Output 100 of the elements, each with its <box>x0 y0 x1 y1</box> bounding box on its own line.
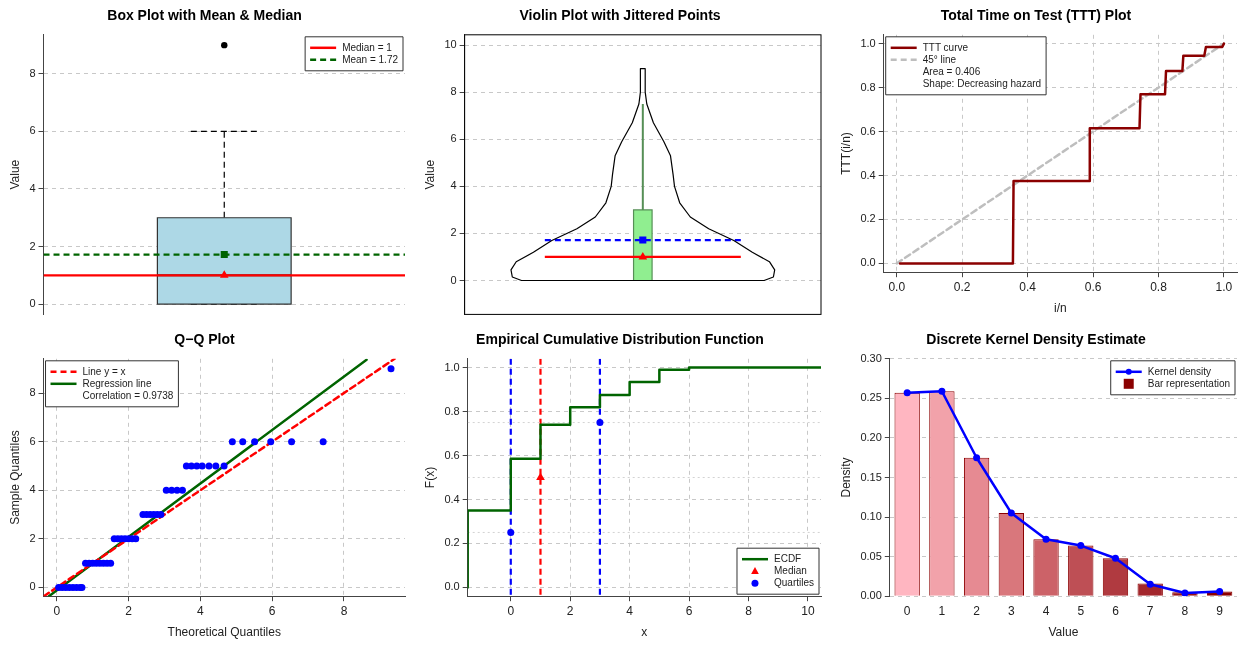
legend-label: Kernel density <box>1147 365 1212 377</box>
y-tick-label: 0 <box>29 580 36 593</box>
x-tick-label: 0.6 <box>1084 279 1102 294</box>
x-tick-label: 7 <box>1146 603 1154 618</box>
point <box>220 462 228 470</box>
x-tick-label: 2 <box>973 603 981 618</box>
y-tick-label: 0.00 <box>860 589 882 602</box>
x-tick-label: 3 <box>1007 603 1015 618</box>
y-tick-label: 8 <box>29 66 36 79</box>
x-tick-label: 0 <box>507 603 515 618</box>
legend-label: Mean = 1.72 <box>342 53 399 65</box>
legend-label: Median = 1 <box>342 41 393 53</box>
y-tick-label: 0.4 <box>444 492 460 505</box>
x-tick-label: 8 <box>340 603 348 618</box>
y-tick-label: 0.05 <box>860 549 882 562</box>
point <box>132 535 140 543</box>
y-tick-label: 4 <box>29 182 36 195</box>
chart-title: Empirical Cumulative Distribution Function <box>476 331 764 348</box>
point <box>507 528 515 536</box>
y-tick-label: 0.6 <box>444 448 460 461</box>
y-tick-label: 0.4 <box>860 168 876 181</box>
point <box>1077 542 1085 550</box>
y-tick-label: 8 <box>450 85 457 98</box>
point <box>228 438 236 446</box>
x-tick-label: 1.0 <box>1215 279 1233 294</box>
legend-label: TTT curve <box>922 41 969 53</box>
annotation: Area = 0.406 <box>922 65 981 77</box>
y-tick-label: 2 <box>450 226 457 239</box>
chart-title: Q−Q Plot <box>174 331 235 348</box>
point <box>198 462 206 470</box>
y-tick-label: 0.8 <box>860 80 876 93</box>
y-axis-title: Sample Quantiles <box>7 430 22 525</box>
x-tick-label: 6 <box>268 603 276 618</box>
point <box>288 438 296 446</box>
point <box>107 559 115 567</box>
y-tick-label: 0.15 <box>860 470 882 483</box>
x-tick-label: 10 <box>801 603 815 618</box>
x-tick-label: 6 <box>1112 603 1120 618</box>
point <box>536 472 545 480</box>
x-tick-label: 0.0 <box>888 279 906 294</box>
x-tick-label: 2 <box>125 603 133 618</box>
chart-title: Total Time on Test (TTT) Plot <box>940 7 1132 24</box>
x-axis-title: Value <box>1048 625 1079 640</box>
point <box>178 486 186 494</box>
x-axis-title: i/n <box>1054 301 1067 316</box>
y-tick-label: 0.8 <box>444 404 460 417</box>
y-tick-label: 4 <box>450 179 457 192</box>
chart-title: Box Plot with Mean & Median <box>107 7 302 24</box>
y-tick-label: 0.0 <box>860 256 876 269</box>
point <box>1007 509 1015 517</box>
point <box>903 389 911 397</box>
point <box>1216 587 1224 595</box>
point <box>1181 589 1189 597</box>
point <box>596 419 604 427</box>
x-tick-label: 0.4 <box>1019 279 1037 294</box>
legend-label: Regression line <box>82 377 152 389</box>
x-tick-label: 0.2 <box>953 279 971 294</box>
y-tick-label: 0.25 <box>860 391 882 404</box>
y-tick-label: 2 <box>29 531 36 544</box>
y-tick-label: 0.2 <box>444 536 460 549</box>
y-axis-title: Value <box>422 159 437 190</box>
x-tick-label: 0.8 <box>1150 279 1168 294</box>
y-tick-label: 2 <box>29 239 36 252</box>
legend-label: Median <box>773 564 807 576</box>
point <box>205 462 213 470</box>
y-axis-title: F(x) <box>422 466 437 489</box>
x-tick-label: 8 <box>745 603 753 618</box>
point <box>267 438 275 446</box>
x-tick-label: 1 <box>938 603 946 618</box>
y-tick-label: 1.0 <box>860 36 876 49</box>
x-tick-label: 0 <box>53 603 61 618</box>
legend-label: Quartiles <box>773 576 814 588</box>
point <box>973 454 981 462</box>
y-tick-label: 0.6 <box>860 124 876 137</box>
x-tick-label: 6 <box>685 603 693 618</box>
y-tick-label: 6 <box>450 132 457 145</box>
point <box>157 511 165 519</box>
x-tick-label: 4 <box>197 603 205 618</box>
x-tick-label: 5 <box>1077 603 1085 618</box>
y-axis-title: TTT(i/n) <box>838 132 853 175</box>
point <box>938 387 946 395</box>
y-axis-title: Value <box>7 159 22 190</box>
point <box>168 486 176 494</box>
y-tick-label: 6 <box>29 124 36 137</box>
y-tick-label: 0.10 <box>860 510 882 523</box>
x-tick-label: 4 <box>1042 603 1050 618</box>
point <box>1042 535 1050 543</box>
x-tick-label: 2 <box>566 603 574 618</box>
y-tick-label: 0 <box>29 297 36 310</box>
chart-title: Violin Plot with Jittered Points <box>519 7 721 24</box>
chart-title: Discrete Kernel Density Estimate <box>926 331 1146 348</box>
point <box>387 365 395 373</box>
point <box>319 438 327 446</box>
legend-label: Bar representation <box>1147 377 1231 389</box>
point <box>1111 554 1119 562</box>
y-tick-label: 10 <box>444 38 457 51</box>
y-tick-label: 0.2 <box>860 212 876 225</box>
y-tick-label: 0.0 <box>444 580 460 593</box>
legend-label: Line y = x <box>82 365 126 377</box>
x-axis-title: Theoretical Quantiles <box>167 625 281 640</box>
